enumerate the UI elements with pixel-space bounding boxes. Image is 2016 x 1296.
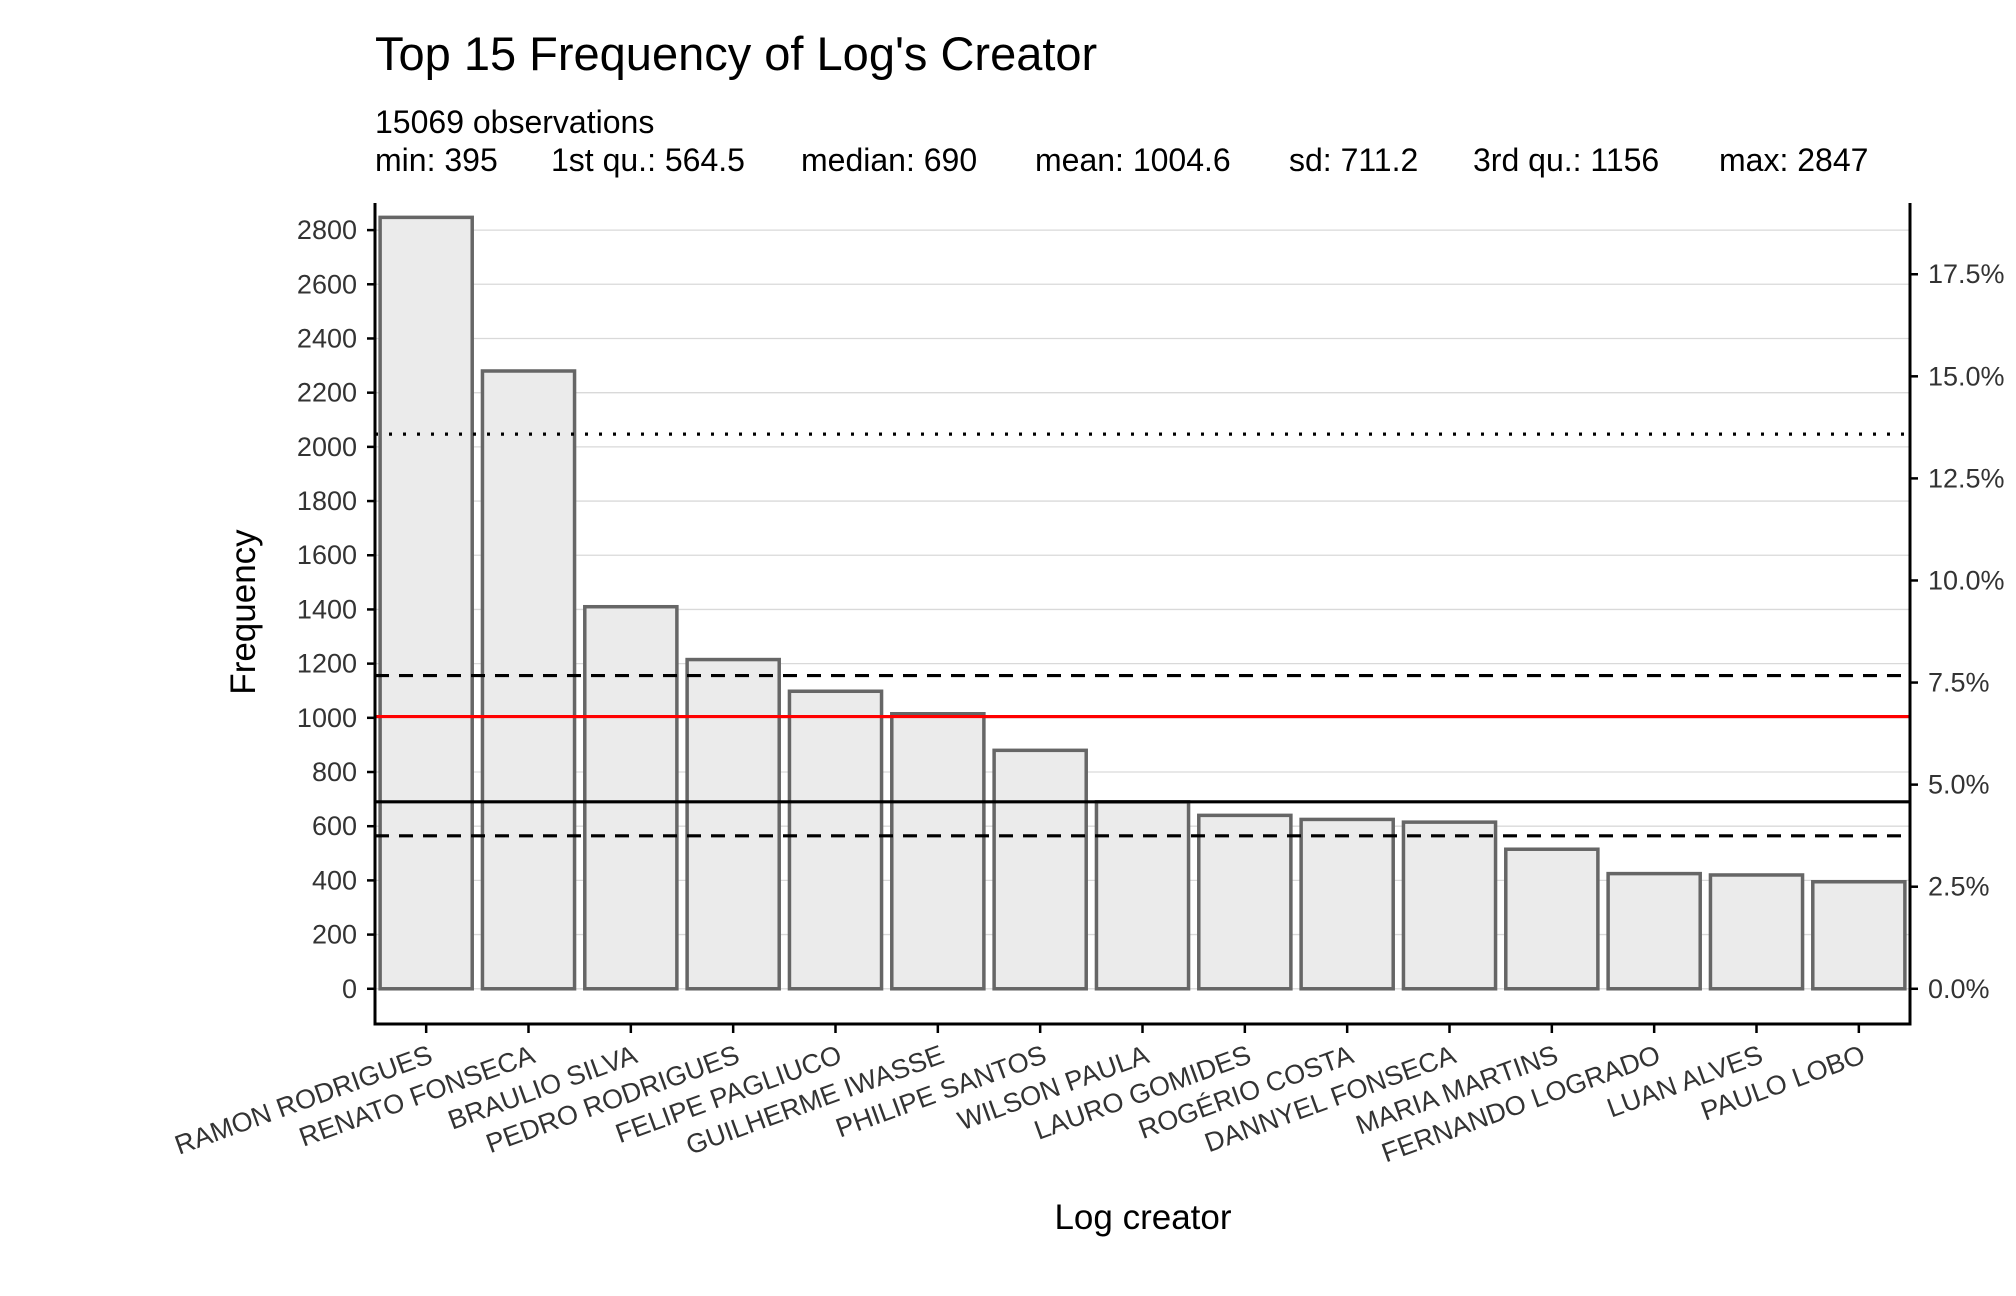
- y-tick-label: 1600: [297, 540, 357, 570]
- y-tick-label: 600: [312, 811, 357, 841]
- bar: [1403, 822, 1495, 989]
- y-tick-label: 2800: [297, 215, 357, 245]
- summary-stat: sd: 711.2: [1289, 142, 1418, 178]
- y2-tick-label: 10.0%: [1928, 565, 2005, 595]
- y-tick-label: 800: [312, 757, 357, 787]
- y2-tick-label: 5.0%: [1928, 770, 1990, 800]
- bar: [1506, 849, 1598, 989]
- bar: [1710, 875, 1802, 989]
- bar: [1301, 819, 1393, 988]
- y-tick-label: 2200: [297, 378, 357, 408]
- summary-stat: min: 395: [375, 142, 498, 178]
- y-tick-label: 1000: [297, 703, 357, 733]
- chart-title: Top 15 Frequency of Log's Creator: [375, 27, 1097, 80]
- y2-tick-label: 7.5%: [1928, 668, 1990, 698]
- summary-stat: 1st qu.: 564.5: [551, 142, 745, 178]
- y-tick-label: 2600: [297, 269, 357, 299]
- y-tick-label: 1200: [297, 649, 357, 679]
- y-axis-title: Frequency: [224, 529, 263, 695]
- y-tick-label: 0: [342, 974, 357, 1004]
- bar: [1096, 802, 1188, 989]
- y2-tick-label: 17.5%: [1928, 259, 2005, 289]
- summary-stat: 3rd qu.: 1156: [1473, 142, 1659, 178]
- summary-stat: median: 690: [801, 142, 977, 178]
- bar: [687, 660, 779, 989]
- bar: [585, 607, 677, 989]
- y2-tick-label: 0.0%: [1928, 974, 1990, 1004]
- y2-tick-label: 2.5%: [1928, 872, 1990, 902]
- y-tick-label: 2000: [297, 432, 357, 462]
- chart-subtitle: 15069 observations: [375, 104, 654, 140]
- y-tick-label: 2400: [297, 323, 357, 353]
- y2-tick-label: 15.0%: [1928, 361, 2005, 391]
- bar: [1608, 874, 1700, 989]
- bar: [1813, 882, 1905, 989]
- bar: [892, 714, 984, 989]
- bar: [789, 691, 881, 989]
- bar: [380, 217, 472, 988]
- summary-stat: max: 2847: [1719, 142, 1868, 178]
- y2-tick-label: 12.5%: [1928, 463, 2005, 493]
- summary-stat: mean: 1004.6: [1035, 142, 1231, 178]
- x-axis-title: Log creator: [1054, 1198, 1231, 1237]
- y-tick-label: 1800: [297, 486, 357, 516]
- y-tick-label: 200: [312, 920, 357, 950]
- bar: [1199, 815, 1291, 988]
- y-tick-label: 1400: [297, 594, 357, 624]
- summary-stats: min: 395 1st qu.: 564.5 median: 690 mean: 1…: [375, 142, 1868, 178]
- y-tick-label: 400: [312, 865, 357, 895]
- bars: [380, 217, 1905, 988]
- bar: [994, 750, 1086, 988]
- bar: [482, 371, 574, 989]
